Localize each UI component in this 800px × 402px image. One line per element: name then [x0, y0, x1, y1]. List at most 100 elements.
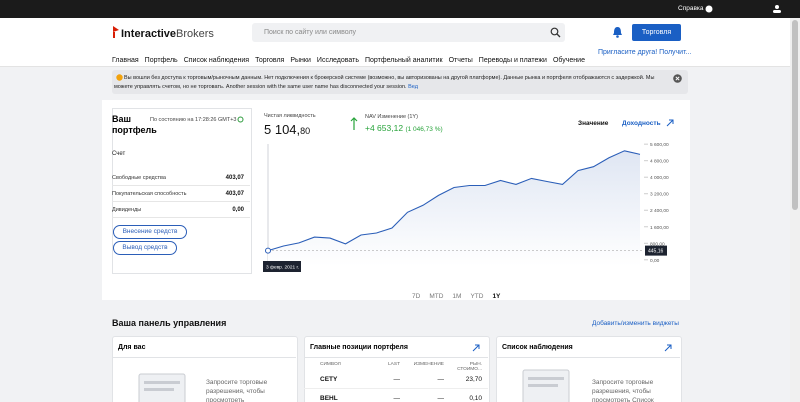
row-divider — [112, 185, 250, 186]
table-header: СИМВОЛ — [320, 362, 341, 367]
portfolio-title: Ваш портфель — [112, 114, 157, 135]
table-cell: 23,70 — [465, 376, 482, 383]
line — [267, 150, 641, 252]
nav-item[interactable]: Список наблюдения — [183, 57, 250, 64]
range-button[interactable]: 7D — [412, 293, 421, 300]
row-divider — [304, 388, 488, 389]
row-value: 0,00 — [232, 207, 244, 213]
row-divider — [112, 217, 250, 218]
invite-link[interactable]: Пригласите друга! Получит... — [598, 49, 692, 56]
nav-item[interactable]: Обучение — [552, 57, 585, 64]
range-button[interactable]: 1M — [452, 293, 462, 300]
row-label: Покупательская способность — [112, 191, 187, 197]
notice-body: Вы вошли без доступа к торговым/рыночным… — [114, 75, 655, 90]
bell-icon[interactable] — [612, 26, 623, 38]
tab-value[interactable]: Значение — [578, 120, 609, 127]
for-you-title: Для вас — [118, 344, 146, 351]
y-tick-label: 5 600,00 — [650, 142, 669, 148]
scrollbar — [790, 18, 800, 402]
nav-item[interactable]: Переводы и платежи — [478, 57, 547, 64]
nav-item[interactable]: Исследовать — [316, 57, 359, 64]
y-tick-label: 4 800,00 — [650, 159, 669, 165]
divider — [496, 357, 680, 358]
positions-title: Главные позиции портфеля — [310, 344, 408, 351]
hover-date-box — [263, 261, 301, 272]
notice-text: Вы вошли без доступа к торговым/рыночным… — [114, 74, 664, 92]
range-button[interactable]: YTD — [470, 293, 484, 300]
warning-icon — [116, 74, 123, 81]
refresh-icon[interactable] — [237, 116, 244, 123]
positions-card — [304, 336, 490, 402]
nav-item[interactable]: Торговля — [255, 57, 285, 64]
row-divider — [112, 201, 250, 202]
row-value: 403,07 — [225, 191, 244, 197]
divider — [304, 357, 488, 358]
y-tick-label: 4 000,00 — [650, 175, 669, 181]
nav-change: +4 653,12 (1 046,73 %) — [365, 123, 443, 133]
account-label: Счет — [112, 151, 126, 157]
nav-item[interactable]: Портфель — [144, 57, 178, 64]
trade-button[interactable]: Торговля — [632, 24, 681, 41]
watchlist-title: Список наблюдения — [502, 344, 573, 351]
portfolio-card — [112, 108, 252, 274]
for-you-text: Запросите торговые разрешения, чтобы про… — [206, 379, 268, 402]
table-cell: — — [437, 395, 445, 402]
watchlist-text: Запросите торговые разрешения, чтобы про… — [592, 379, 654, 402]
table-cell: — — [437, 376, 445, 383]
y-tick-label: 3 200,00 — [650, 192, 669, 198]
net-liquidity: 5 104,80 — [264, 121, 310, 139]
table-cell: 0,10 — [469, 395, 482, 402]
y-tick-label: 0,00 — [650, 258, 660, 264]
hover-value: 445,16 — [648, 249, 664, 255]
table-header: РЫН. СТОИМО... — [457, 362, 482, 372]
table-cell: — — [393, 376, 401, 383]
as-of: По состоянию на 17:28:26 GMT+3 — [150, 117, 237, 123]
placeholder-illustration — [138, 373, 186, 402]
hover-point — [265, 247, 271, 254]
withdraw-button[interactable]: Вывод средств — [113, 241, 177, 255]
nav-item[interactable]: Отчеты — [448, 57, 473, 64]
nav-item[interactable]: Портфельный аналитик — [364, 57, 443, 64]
range-button[interactable]: 1Y — [492, 293, 501, 300]
row-label: Дивиденды — [112, 207, 142, 213]
row-value: 403,07 — [225, 175, 244, 181]
notice-link[interactable]: Вед — [408, 84, 418, 90]
deposit-button[interactable]: Внесение средств — [113, 225, 187, 239]
watchlist-expand[interactable] — [664, 344, 672, 352]
expand-icon[interactable] — [666, 119, 674, 127]
y-tick-label: 800,00 — [650, 241, 665, 247]
search-icon[interactable] — [550, 27, 561, 38]
close-notice[interactable] — [673, 74, 682, 83]
table-cell: — — [393, 395, 401, 402]
net-liquidity-main: 5 104, — [264, 122, 301, 137]
nav-item[interactable]: Рынки — [290, 57, 311, 64]
help-link[interactable]: Справка — [678, 5, 704, 12]
edit-widgets[interactable]: Добавить/изменить виджеты — [592, 320, 679, 327]
hover-value-box — [645, 245, 667, 256]
net-liquidity-label: Чистая ликвидность — [264, 113, 316, 119]
nav-item[interactable]: Главная — [112, 57, 139, 64]
logo-bold: Interactive — [121, 28, 177, 40]
divider — [112, 357, 296, 358]
row-label: Свободные средства — [112, 175, 166, 181]
y-tick-label: 2 400,00 — [650, 208, 669, 214]
positions-expand[interactable] — [472, 344, 480, 352]
tab-return[interactable]: Доходность — [622, 120, 661, 127]
table-cell: BEHL — [320, 395, 338, 402]
y-tick-label: 1 600,00 — [650, 225, 669, 231]
dashboard-title: Ваша панель управления — [112, 318, 227, 328]
nav-change-label: NAV Изменение (1Y) — [365, 114, 418, 120]
up-arrow — [350, 117, 358, 130]
logo-mark — [113, 26, 119, 38]
table-header: ИЗМЕНЕНИЕ — [413, 362, 444, 367]
search-box[interactable] — [252, 23, 565, 42]
range-button[interactable]: MTD — [429, 293, 444, 300]
range-selector: 7D MTD 1M YTD 1Y — [412, 285, 509, 303]
net-liquidity-decimals: 80 — [300, 126, 311, 136]
table-header: LAST — [388, 362, 400, 367]
logo[interactable]: InteractiveBrokers — [121, 28, 214, 40]
placeholder-illustration — [522, 369, 570, 402]
scrollbar-thumb[interactable] — [792, 20, 798, 210]
